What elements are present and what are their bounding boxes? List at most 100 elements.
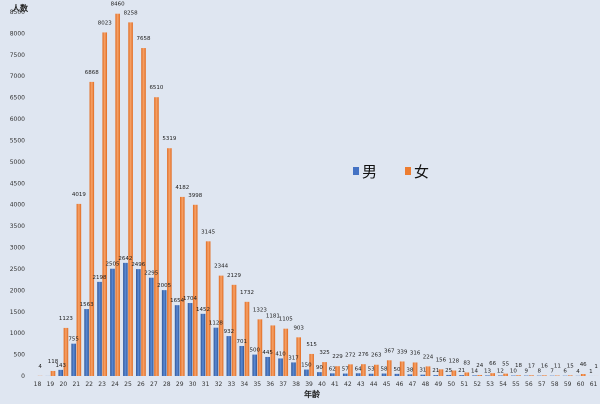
y-tick-label: 4000 [10,202,25,209]
data-label-female: 903 [293,325,304,331]
data-label-female: 1105 [279,317,293,323]
data-label-female: 2344 [214,264,228,270]
bar-male [317,372,322,376]
data-label-male: 10 [510,369,517,375]
data-label-female: 55 [502,362,509,368]
legend-swatch-male [353,167,359,175]
data-label-female: 229 [332,354,343,360]
bar-male [343,374,348,376]
bar-male [356,373,361,376]
bar-female [335,366,340,376]
bar-female [193,205,198,376]
x-tick-label: 37 [279,381,287,388]
data-label-female: 3998 [188,193,202,199]
y-tick-label: 3500 [10,223,25,230]
data-label-female: 17 [528,363,535,369]
y-tick-label: 7500 [10,52,25,59]
x-tick-label: 18 [34,381,42,388]
x-tick-label: 61 [590,381,598,388]
data-label-male: 21 [458,368,465,374]
legend-label-male: 男 [362,163,377,181]
x-tick-label: 57 [538,381,546,388]
data-label-female: 2129 [227,273,241,279]
data-label-male: 38 [406,367,413,373]
data-label-male: 9 [525,369,529,375]
data-label-male: 6 [563,369,567,375]
data-label-female: 46 [580,362,587,368]
y-tick-label: 0 [21,373,25,380]
x-tick-label: 45 [383,381,391,388]
x-tick-label: 22 [85,381,93,388]
bar-male [459,375,464,376]
data-label-female: 16 [541,363,548,369]
bar-female [322,362,327,376]
data-label-female: 339 [397,349,408,355]
x-tick-label: 51 [460,381,468,388]
x-tick-label: 56 [525,381,533,388]
bar-female [452,371,457,376]
bar-male [214,328,219,376]
data-label-male: 317 [288,355,299,361]
data-label-female: 325 [319,350,330,356]
data-label-female: 272 [345,352,356,358]
bar-male [136,269,141,376]
bar-male [227,336,232,376]
x-tick-label: 50 [447,381,455,388]
data-label-female: 8258 [124,10,138,16]
bar-male [162,290,167,376]
data-label-female: 24 [476,363,483,369]
y-tick-label: 8000 [10,30,25,37]
y-tick-label: 4500 [10,180,25,187]
bar-female [400,361,405,376]
x-tick-label: 36 [266,381,274,388]
x-tick-label: 59 [564,381,572,388]
bar-female [413,362,418,376]
bar-male [123,263,128,376]
bar-female [51,371,56,376]
bar-female [128,22,133,376]
y-axis-title: 人数 [12,3,29,13]
x-tick-label: 48 [422,381,430,388]
data-label-male: 4 [576,369,580,375]
x-tick-label: 46 [396,381,404,388]
data-label-female: 3145 [201,229,215,235]
data-label-female: 6868 [85,70,99,76]
data-label-male: 2295 [144,271,158,277]
data-label-male: 2496 [131,262,145,268]
data-label-female: 8023 [98,20,112,26]
bar-male [369,374,374,376]
bar-male [239,346,244,376]
bar-female [102,32,107,376]
x-tick-label: 55 [512,381,520,388]
data-label-female: 6510 [149,85,163,91]
x-tick-label: 32 [215,381,223,388]
y-tick-label: 7000 [10,73,25,80]
data-label-male: 50 [393,367,400,373]
x-tick-label: 30 [189,381,197,388]
x-tick-label: 44 [370,381,378,388]
data-label-female: 8460 [111,2,125,8]
y-tick-label: 2000 [10,287,25,294]
x-tick-label: 39 [305,381,313,388]
bar-male [421,375,426,376]
data-label-male: 1452 [196,307,210,313]
bar-female [581,374,586,376]
data-label-female: 515 [306,342,317,348]
data-label-female: 18 [515,363,522,369]
bar-male [382,374,387,376]
data-label-female: 83 [463,360,470,366]
y-tick-label: 2500 [10,266,25,273]
x-tick-label: 21 [72,381,80,388]
bar-male [472,375,477,376]
x-tick-label: 40 [318,381,326,388]
bar-female [180,197,185,376]
bar-female [529,375,534,376]
bar-male [485,375,490,376]
data-label-female: 1732 [240,290,254,296]
x-tick-label: 28 [163,381,171,388]
data-label-male: 90 [316,365,323,371]
data-label-male: 14 [471,368,478,374]
bar-female [361,364,366,376]
data-label-male: 1563 [80,302,94,308]
